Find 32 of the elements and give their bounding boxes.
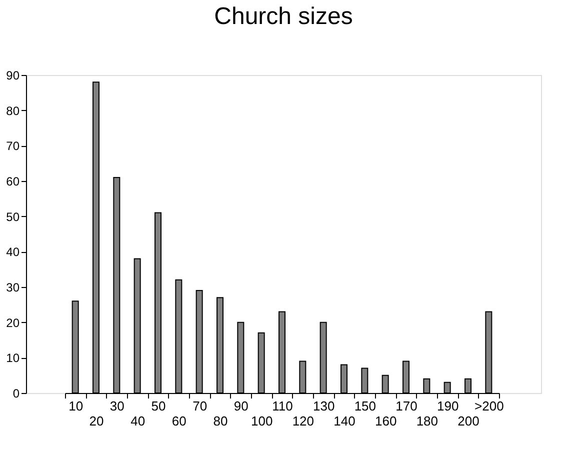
x-tick-label: 160	[374, 414, 397, 428]
x-tick-label: 130	[312, 398, 335, 414]
x-tick-label: 170	[396, 398, 418, 414]
x-tick-label: 60	[172, 414, 186, 428]
y-tick-label: 50	[6, 210, 20, 224]
x-tick-label: 140	[334, 414, 356, 428]
x-tick-label: 10	[68, 398, 84, 414]
x-tick-label: 80	[213, 414, 228, 428]
x-tick-label: 40	[130, 414, 146, 428]
x-tick-label: 20	[89, 414, 104, 428]
x-tick-label: 120	[292, 414, 314, 428]
y-tick-label: 40	[6, 245, 20, 260]
x-tick-label: 150	[354, 398, 376, 414]
x-tick-label: 200	[458, 414, 480, 428]
y-tick-label: 90	[6, 68, 20, 82]
x-tick-label: 180	[416, 414, 438, 428]
chart-title: Church sizes	[214, 3, 353, 30]
x-tick-label: 50	[151, 398, 166, 414]
x-tick-label: 100	[250, 414, 273, 428]
y-tick-label: 60	[6, 174, 20, 188]
y-tick-label: 70	[6, 139, 20, 154]
y-tick-label: 0	[12, 386, 20, 400]
x-tick-label: >200	[474, 398, 504, 414]
y-tick-label: 20	[6, 316, 20, 330]
x-tick-label: 190	[436, 398, 459, 414]
y-tick-label: 80	[6, 104, 20, 118]
y-tick-label: 30	[6, 280, 20, 294]
x-tick-label: 30	[110, 398, 124, 414]
x-tick-label: 110	[272, 398, 293, 414]
y-tick-label: 10	[6, 351, 20, 366]
x-tick-label: 70	[192, 398, 208, 414]
x-tick-label: 90	[234, 398, 248, 414]
